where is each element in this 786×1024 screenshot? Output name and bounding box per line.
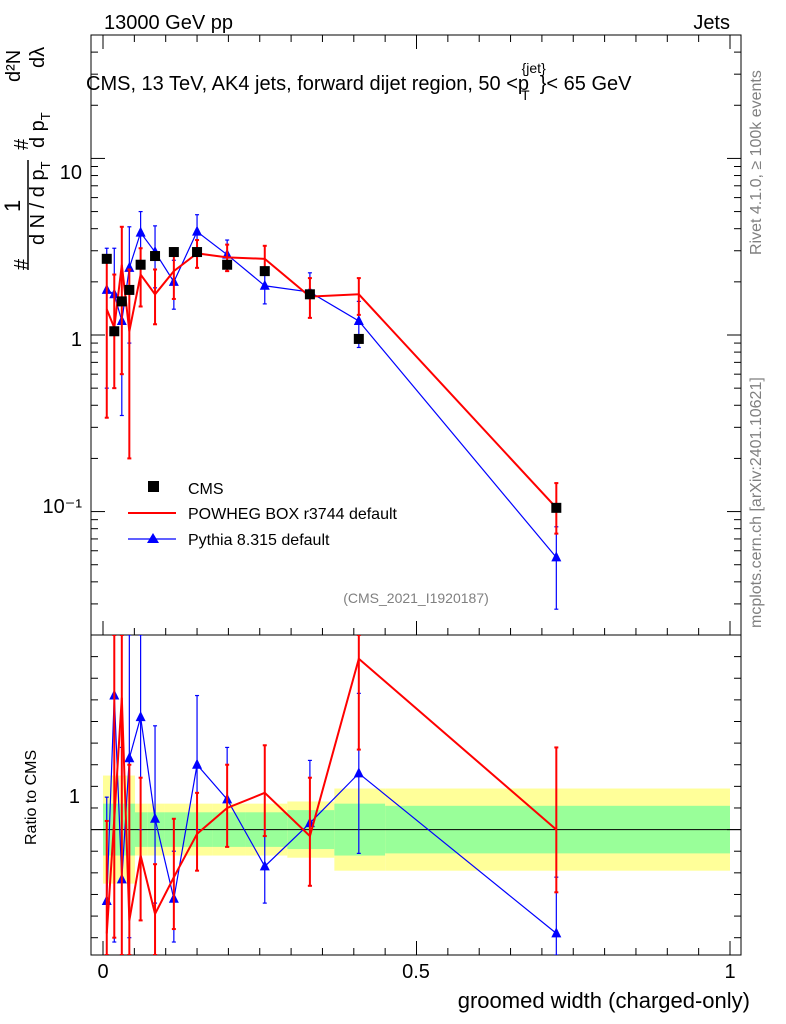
pythia-ratio-marker — [124, 752, 135, 763]
cms-data-point — [135, 259, 146, 270]
ratio-plot-series — [101, 635, 562, 955]
axis-ticks — [91, 34, 741, 955]
pythia-ratio-marker — [150, 812, 161, 823]
cms-data-point — [124, 284, 135, 295]
legend-cms-marker — [148, 481, 159, 492]
cms-data-point — [150, 251, 161, 262]
analysis-id: (CMS_2021_I1920187) — [343, 590, 489, 606]
pythia-marker — [135, 226, 146, 237]
cms-data-point — [551, 502, 562, 513]
cms-data-point — [116, 296, 127, 307]
pythia-ratio-marker — [192, 758, 203, 769]
rivet-label: Rivet 4.1.0, ≥ 100k events — [748, 70, 765, 255]
ratio-series-group — [101, 635, 562, 955]
ylabel-den: d N / d pT — [27, 161, 53, 245]
pythia-ratio-marker — [259, 860, 270, 871]
legend-pythia-marker — [147, 533, 159, 543]
xtick-label-0: 0 — [97, 961, 108, 983]
y-axis-label-main: # 1 d N / d pT # d pT d²N dλ — [0, 47, 53, 270]
plot-title-main: CMS, 13 TeV, AK4 jets, forward dijet reg… — [86, 73, 529, 95]
pythia-ratio-marker — [135, 711, 146, 722]
ytick-label-1: 1 — [71, 329, 82, 351]
cms-data-point — [353, 333, 364, 344]
header-left: 13000 GeV pp — [104, 12, 233, 34]
ylabel-mid: d pT — [27, 112, 53, 148]
plot-title-sup: {jet} — [522, 60, 546, 76]
plot-title-end: }< 65 GeV — [540, 73, 632, 95]
y-axis-label-ratio: Ratio to CMS — [23, 750, 40, 845]
cms-data-point — [222, 259, 233, 270]
pythia-marker — [353, 315, 364, 326]
cms-data-point — [168, 247, 179, 258]
pythia-marker — [259, 279, 270, 290]
ylabel-mid-hash: # — [11, 138, 33, 150]
legend-cms-label: CMS — [188, 481, 224, 498]
pythia-ratio-marker — [551, 927, 562, 938]
legend: CMS POWHEG BOX r3744 default Pythia 8.31… — [128, 481, 398, 549]
ytick-label-0p1: 10⁻¹ — [43, 496, 83, 518]
pythia-ratio-marker — [353, 767, 364, 778]
pythia-marker — [124, 261, 135, 272]
cms-data-point — [101, 253, 112, 264]
main-plot-series — [101, 210, 562, 610]
cms-data-point — [259, 266, 270, 277]
ytick-label-ratio-1: 1 — [69, 786, 80, 808]
plot-title: CMS, 13 TeV, AK4 jets, forward dijet reg… — [86, 60, 632, 103]
ylabel-top: d²N — [3, 50, 25, 82]
pythia-marker — [192, 225, 203, 236]
xtick-label-0p5: 0.5 — [402, 961, 430, 983]
legend-pythia-label: Pythia 8.315 default — [188, 532, 330, 549]
powheg-ratio-line — [105, 656, 557, 934]
ylabel-num: 1 — [0, 200, 25, 212]
header-right: Jets — [693, 12, 730, 34]
mcplots-label: mcplots.cern.ch [arXiv:2401.10621] — [748, 377, 765, 628]
plot-title-sub: T — [521, 87, 530, 103]
ylabel-hash1: # — [11, 258, 33, 270]
xtick-label-1: 1 — [724, 961, 735, 983]
x-axis-label: groomed width (charged-only) — [458, 988, 750, 1013]
cms-data-point — [192, 247, 203, 258]
legend-powheg-label: POWHEG BOX r3744 default — [188, 506, 398, 523]
cms-data-point — [304, 289, 315, 300]
pythia-marker — [551, 551, 562, 562]
ylabel-top-den: dλ — [27, 47, 49, 68]
cms-data-point — [109, 326, 120, 337]
ytick-label-10: 10 — [60, 162, 82, 184]
